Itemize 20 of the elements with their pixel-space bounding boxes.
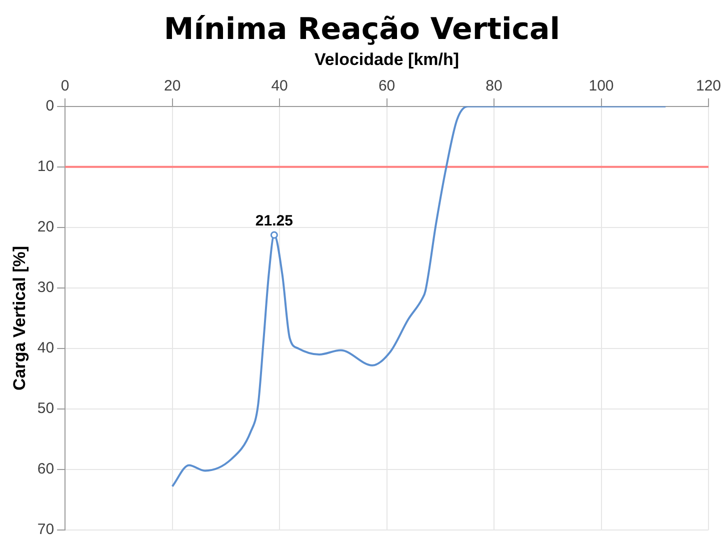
chart-title: Mínima Reação Vertical [162, 12, 562, 47]
x-tick-label: 40 [271, 78, 288, 95]
y-tick-label: 30 [37, 279, 54, 296]
x-tick-label: 120 [696, 78, 721, 95]
y-tick-label: 20 [37, 218, 54, 236]
x-tick-label: 20 [164, 78, 181, 95]
y-tick-label: 60 [37, 460, 54, 478]
y-tick-label: 40 [37, 340, 54, 357]
x-tick-label: 100 [588, 78, 614, 95]
x-tick-label: 60 [378, 78, 396, 95]
line-series [171, 106, 667, 488]
x-tick-label: 80 [486, 78, 502, 95]
x-axis-title: Velocidade [km/h] [314, 50, 460, 69]
y-tick-label: 70 [37, 521, 54, 538]
x-tick-label: 0 [60, 78, 70, 95]
y-tick-label: 50 [37, 400, 54, 418]
y-axis-title: Carga Vertical [%] [10, 246, 29, 390]
annotation: 21.25 [255, 212, 293, 230]
y-tick-label: 10 [37, 158, 54, 176]
y-tick-label: 0 [46, 98, 54, 115]
